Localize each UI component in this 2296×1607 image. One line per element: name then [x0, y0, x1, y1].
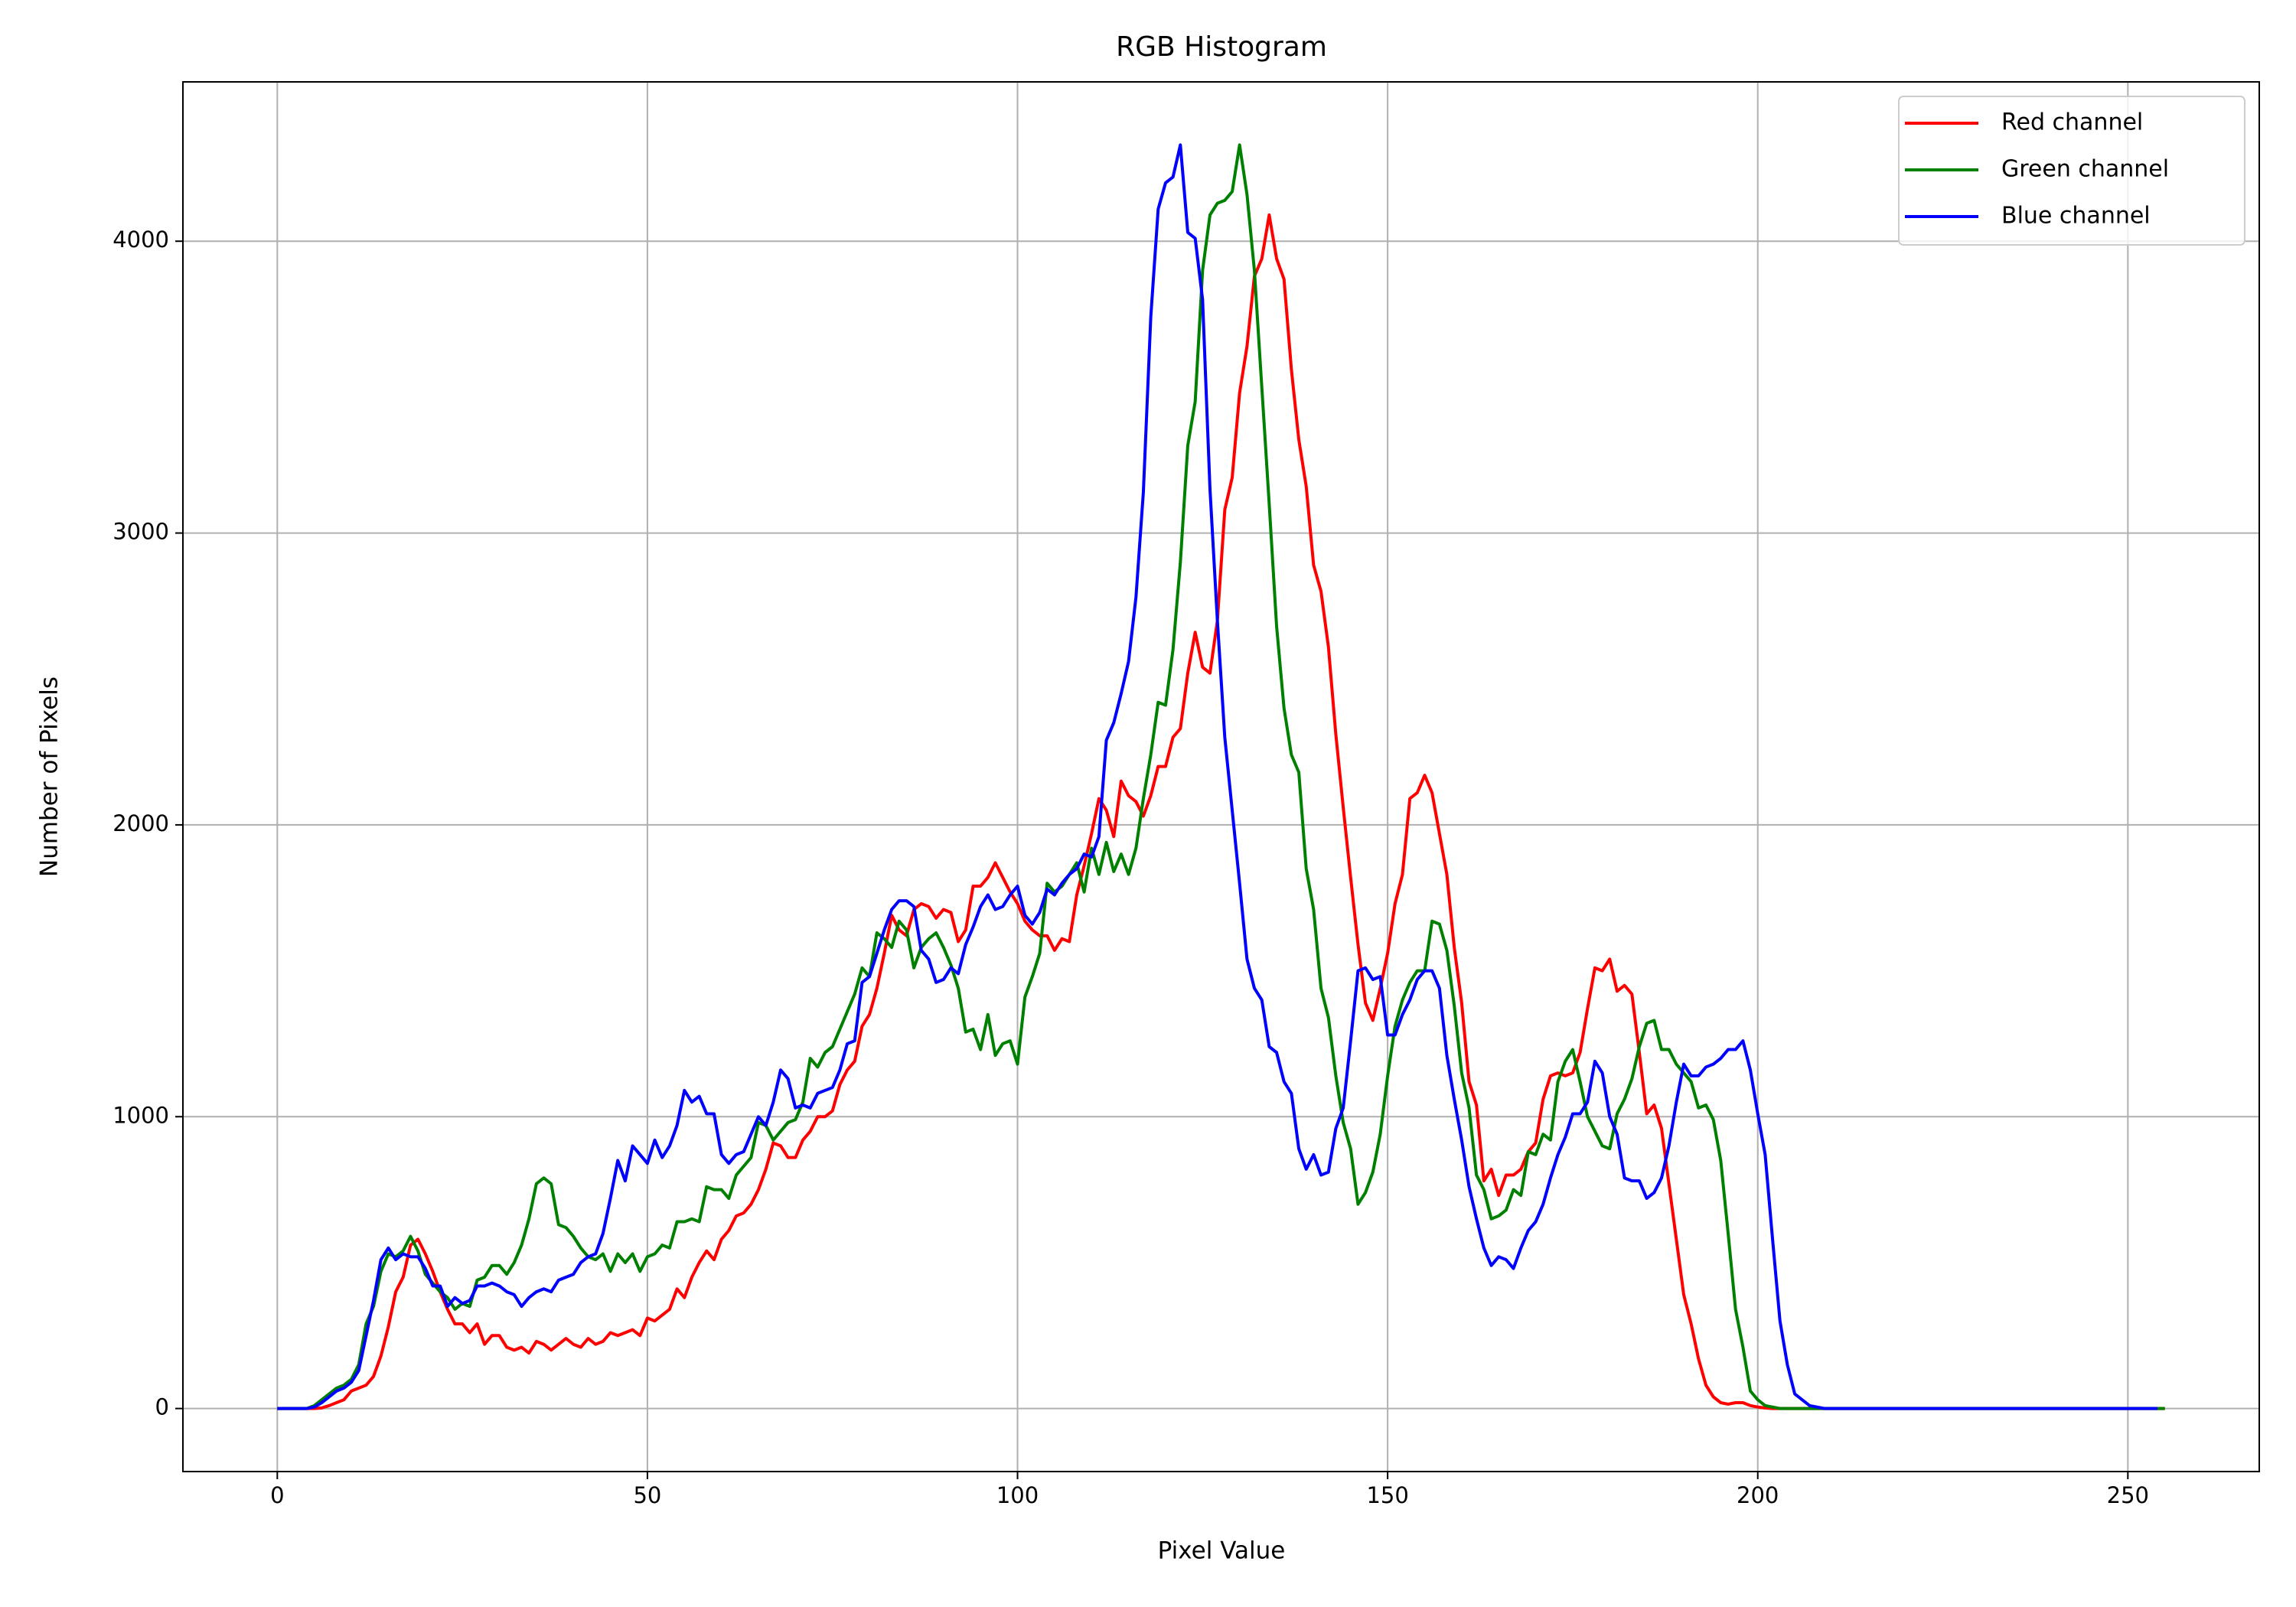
y-tick-label: 4000: [113, 227, 169, 253]
legend-label: Blue channel: [2001, 203, 2151, 230]
y-tick-label: 1000: [113, 1102, 169, 1128]
x-tick-label: 0: [270, 1482, 284, 1508]
x-tick-label: 250: [2107, 1482, 2149, 1508]
chart-title: RGB Histogram: [1116, 31, 1327, 63]
x-axis-label: Pixel Value: [1158, 1537, 1286, 1565]
plot-frame: [182, 81, 2260, 1472]
line-series: [277, 143, 2158, 1410]
legend: Red channel Green channel Blue channel: [1898, 96, 2245, 246]
legend-label: Green channel: [2001, 156, 2169, 183]
x-tick-label: 200: [1737, 1482, 1779, 1508]
y-tick-label: 0: [155, 1394, 169, 1420]
legend-label: Red channel: [2001, 109, 2143, 136]
y-axis-label: Number of Pixels: [36, 676, 64, 877]
y-tick-label: 3000: [113, 519, 169, 545]
x-tick-label: 50: [633, 1482, 661, 1508]
y-tick-label: 2000: [113, 810, 169, 836]
x-tick-label: 150: [1366, 1482, 1408, 1508]
x-tick-label: 100: [996, 1482, 1039, 1508]
legend-box: [1898, 96, 2245, 246]
